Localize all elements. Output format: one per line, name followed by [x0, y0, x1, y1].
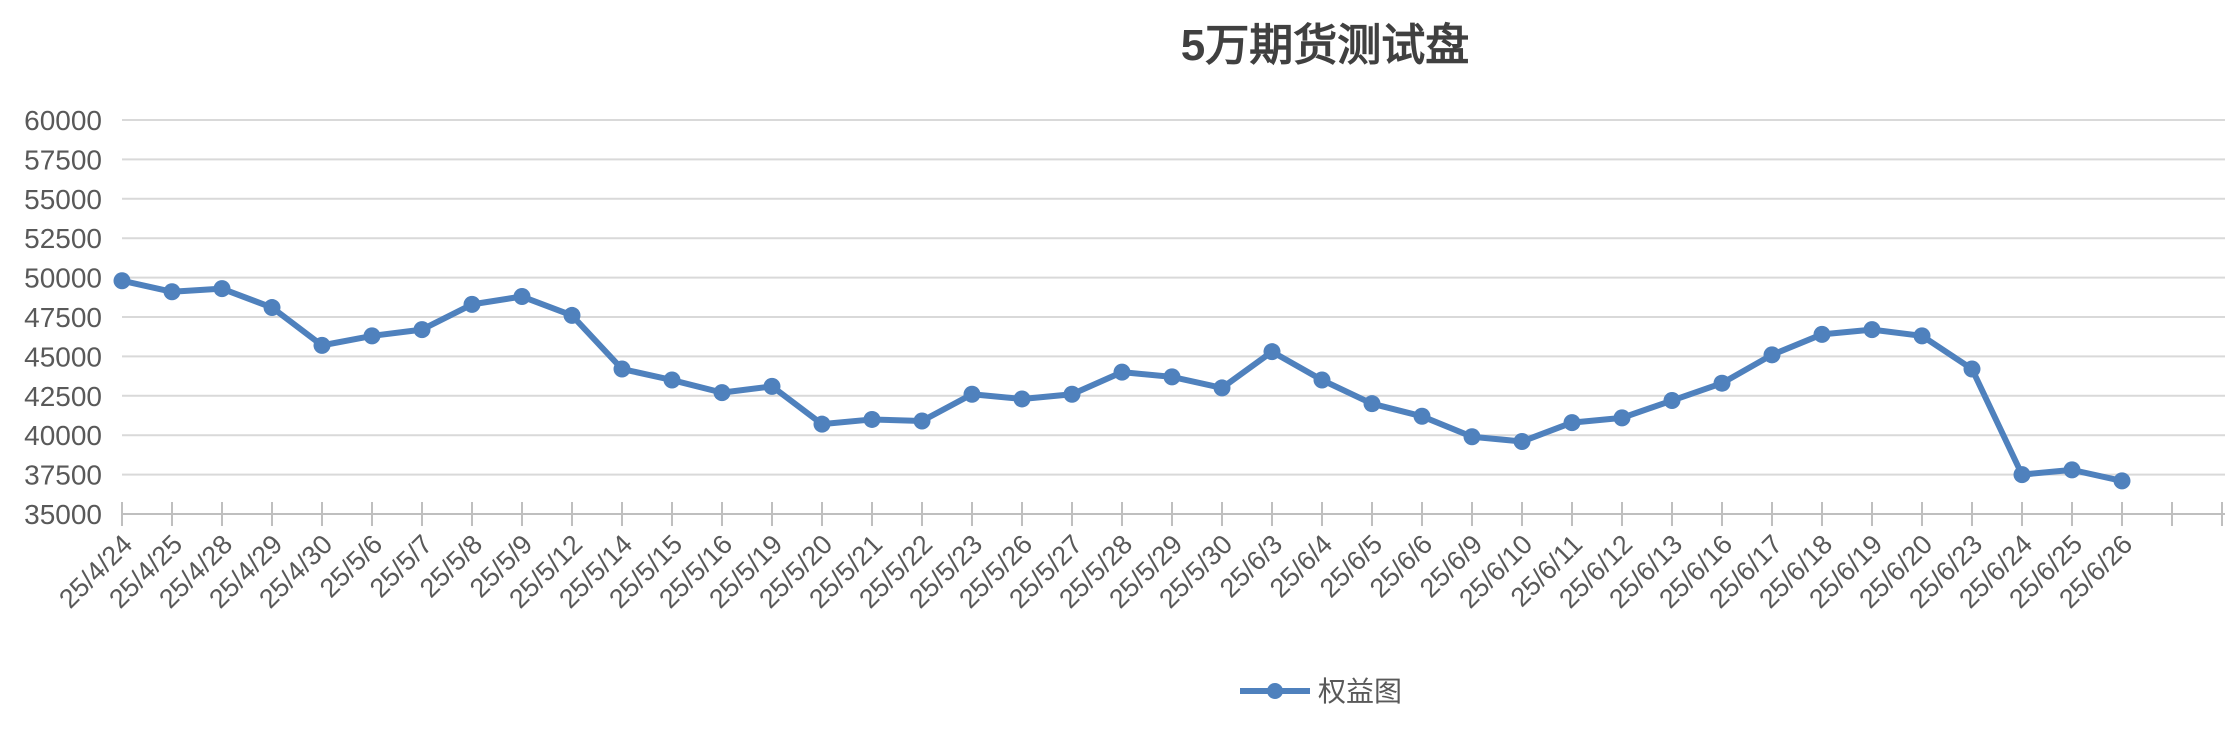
data-point[interactable]	[663, 371, 681, 389]
y-tick-label: 45000	[24, 341, 102, 372]
y-tick-label: 47500	[24, 302, 102, 333]
data-point[interactable]	[1063, 385, 1081, 403]
data-point[interactable]	[1163, 368, 1181, 386]
data-point[interactable]	[313, 336, 331, 354]
y-axis: 60000 57500 55000 52500 50000 47500 45000 42500…	[24, 105, 102, 530]
data-point[interactable]	[1663, 392, 1681, 410]
y-tick-label: 55000	[24, 184, 102, 215]
data-point[interactable]	[713, 384, 731, 402]
y-tick-label: 57500	[24, 144, 102, 175]
data-point[interactable]	[263, 299, 281, 317]
data-point[interactable]	[1563, 414, 1581, 432]
data-point[interactable]	[2013, 466, 2031, 484]
data-point[interactable]	[1263, 343, 1281, 361]
y-tick-label: 40000	[24, 420, 102, 451]
data-point[interactable]	[963, 385, 981, 403]
data-point[interactable]	[1513, 433, 1531, 451]
data-point[interactable]	[413, 321, 431, 339]
data-point[interactable]	[1813, 325, 1831, 343]
data-point[interactable]	[1363, 395, 1381, 413]
data-point[interactable]	[1463, 428, 1481, 446]
legend[interactable]: 权益图	[1240, 676, 1402, 707]
data-point[interactable]	[613, 360, 631, 378]
data-point[interactable]	[2063, 461, 2081, 479]
data-point[interactable]	[1963, 360, 1981, 378]
data-point[interactable]	[1213, 379, 1231, 397]
x-axis: 25/4/2425/4/2525/4/2825/4/2925/4/3025/5/…	[53, 502, 2225, 614]
data-point[interactable]	[513, 288, 531, 306]
data-point[interactable]	[863, 410, 881, 428]
y-tick-label: 52500	[24, 223, 102, 254]
y-tick-label: 42500	[24, 381, 102, 412]
data-point[interactable]	[2113, 472, 2131, 490]
data-point[interactable]	[363, 327, 381, 345]
data-point[interactable]	[1613, 409, 1631, 427]
data-point[interactable]	[163, 283, 181, 301]
data-point[interactable]	[913, 412, 931, 430]
y-tick-label: 60000	[24, 105, 102, 136]
data-point[interactable]	[113, 272, 131, 290]
series-line	[121, 277, 2123, 484]
data-point[interactable]	[763, 377, 781, 395]
data-point[interactable]	[563, 306, 581, 324]
data-point[interactable]	[1313, 371, 1331, 389]
legend-label: 权益图	[1318, 676, 1402, 707]
data-point[interactable]	[463, 295, 481, 313]
data-point[interactable]	[1013, 390, 1031, 408]
data-point[interactable]	[1913, 327, 1931, 345]
series-equity	[113, 272, 2131, 490]
chart-title: 5万期货测试盘	[1181, 21, 1469, 70]
y-tick-label: 37500	[24, 460, 102, 491]
data-point[interactable]	[1863, 321, 1881, 339]
y-tick-label: 50000	[24, 263, 102, 294]
gridlines	[122, 119, 2225, 476]
data-point[interactable]	[813, 415, 831, 433]
data-point[interactable]	[1713, 374, 1731, 392]
data-point[interactable]	[1113, 363, 1131, 381]
data-point[interactable]	[1413, 407, 1431, 425]
data-point[interactable]	[1763, 346, 1781, 364]
y-tick-label: 35000	[24, 499, 102, 530]
legend-marker	[1267, 683, 1283, 699]
data-point[interactable]	[213, 280, 231, 298]
